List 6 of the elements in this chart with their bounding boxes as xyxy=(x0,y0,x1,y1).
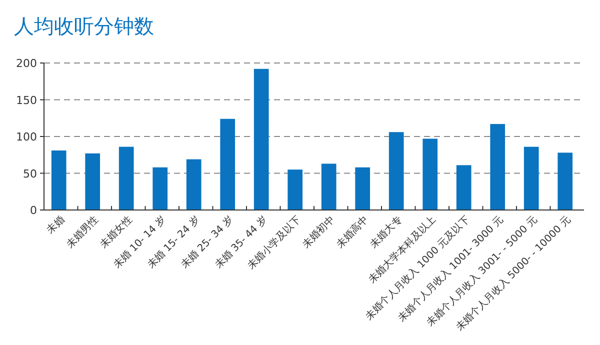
y-tick-label: 50 xyxy=(23,167,37,180)
y-tick-label: 100 xyxy=(16,130,37,144)
title: 人均收听分钟数 xyxy=(14,14,154,38)
y-tick-label: 150 xyxy=(16,94,37,107)
y-tick-label: 200 xyxy=(16,57,37,70)
y-tick-label: 0 xyxy=(30,204,37,217)
